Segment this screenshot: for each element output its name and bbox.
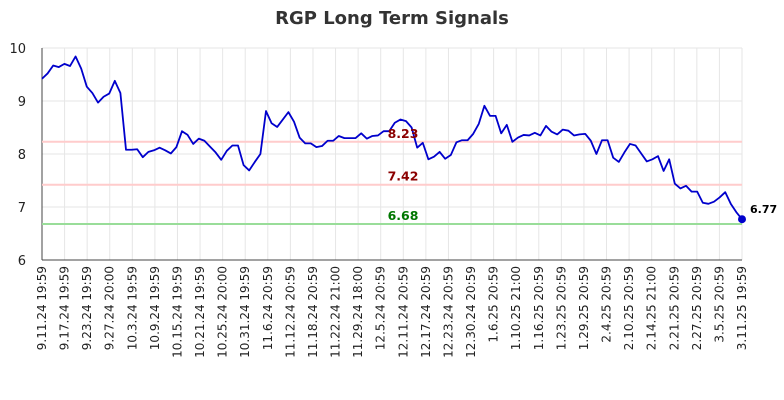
x-tick-label: 10.15.24 19:59 xyxy=(170,266,184,358)
x-tick-label: 10.3.24 19:59 xyxy=(125,266,139,350)
x-tick-label: 10.21.24 19:59 xyxy=(193,266,207,358)
reference-line-label: 6.68 xyxy=(388,208,419,223)
reference-line-label: 8.23 xyxy=(388,126,419,141)
y-tick-label: 8 xyxy=(18,148,26,163)
x-tick-label: 11.12.24 20:59 xyxy=(283,266,297,358)
x-tick-label: 2.27.25 20:59 xyxy=(690,266,704,350)
x-tick-label: 10.25.24 20:00 xyxy=(216,266,230,358)
x-tick-label: 2.14.25 21:00 xyxy=(645,266,659,350)
x-tick-label: 10.31.24 19:59 xyxy=(238,266,252,358)
x-tick-label: 1.10.25 21:00 xyxy=(509,266,523,350)
x-tick-label: 1.23.25 20:59 xyxy=(554,266,568,350)
x-tick-label: 2.4.25 20:59 xyxy=(600,266,614,343)
x-tick-label: 9.17.24 19:59 xyxy=(58,266,72,350)
x-tick-label: 11.18.24 20:59 xyxy=(306,266,320,358)
x-tick-label: 12.30.24 20:59 xyxy=(464,266,478,358)
x-tick-label: 1.29.25 20:59 xyxy=(577,266,591,350)
x-tick-label: 10.9.24 19:59 xyxy=(148,266,162,350)
x-tick-label: 11.29.24 18:00 xyxy=(351,266,365,358)
last-value-label: 6.77 xyxy=(750,203,777,216)
x-tick-label: 2.21.25 20:59 xyxy=(667,266,681,350)
x-tick-label: 11.22.24 21:00 xyxy=(329,266,343,358)
reference-line-label: 7.42 xyxy=(388,169,419,184)
chart-title: RGP Long Term Signals xyxy=(275,8,509,29)
x-tick-label: 12.23.24 20:59 xyxy=(441,266,455,358)
y-tick-label: 7 xyxy=(18,201,26,216)
series-line xyxy=(41,55,743,220)
x-tick-label: 2.10.25 20:59 xyxy=(622,266,636,350)
last-point-marker xyxy=(738,215,746,224)
x-tick-label: 3.5.25 20:59 xyxy=(712,266,726,343)
x-tick-label: 9.27.24 20:00 xyxy=(103,266,117,350)
x-tick-label: 9.23.24 19:59 xyxy=(80,266,94,350)
y-tick-label: 10 xyxy=(9,42,26,57)
x-tick-label: 12.11.24 20:59 xyxy=(396,266,410,358)
x-tick-label: 9.11.24 19:59 xyxy=(35,266,49,350)
x-tick-label: 1.16.25 20:59 xyxy=(532,266,546,350)
x-tick-label: 1.6.25 20:59 xyxy=(487,266,501,343)
x-tick-label: 3.11.25 19:59 xyxy=(735,266,749,350)
y-tick-label: 9 xyxy=(18,95,26,110)
y-tick-label: 6 xyxy=(18,254,26,269)
x-tick-label: 11.6.24 20:59 xyxy=(261,266,275,350)
x-tick-label: 12.5.24 20:59 xyxy=(374,266,388,350)
x-tick-label: 12.17.24 20:59 xyxy=(419,266,433,358)
